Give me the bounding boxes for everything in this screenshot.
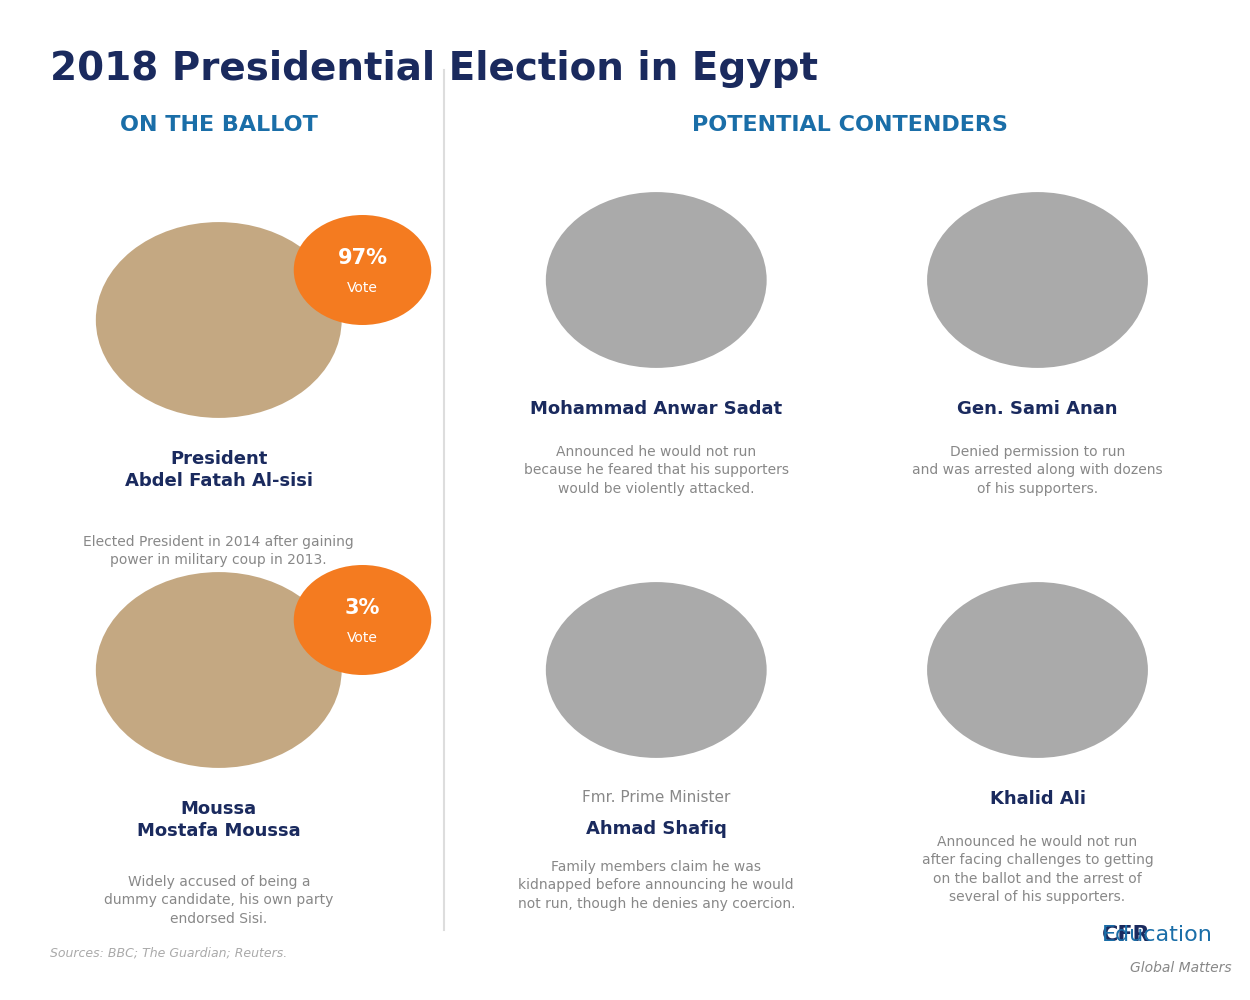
Text: Vote: Vote <box>348 631 378 645</box>
Text: Mohammad Anwar Sadat: Mohammad Anwar Sadat <box>530 400 782 418</box>
Text: Denied permission to run
and was arrested along with dozens
of his supporters.: Denied permission to run and was arreste… <box>912 445 1162 496</box>
Text: Education: Education <box>1101 925 1212 945</box>
Text: Elected President in 2014 after gaining
power in military coup in 2013.: Elected President in 2014 after gaining … <box>84 535 354 567</box>
Text: Vote: Vote <box>348 281 378 295</box>
Circle shape <box>544 580 769 760</box>
Text: Global Matters: Global Matters <box>1130 961 1232 975</box>
Text: Ahmad Shafiq: Ahmad Shafiq <box>586 820 726 838</box>
Circle shape <box>294 215 431 325</box>
Text: Khalid Ali: Khalid Ali <box>990 790 1085 808</box>
Text: Widely accused of being a
dummy candidate, his own party
endorsed Sisi.: Widely accused of being a dummy candidat… <box>104 875 334 926</box>
Text: Gen. Sami Anan: Gen. Sami Anan <box>958 400 1118 418</box>
Text: 3%: 3% <box>345 598 380 618</box>
Circle shape <box>560 204 752 357</box>
Text: Announced he would not run
because he feared that his supporters
would be violen: Announced he would not run because he fe… <box>524 445 789 496</box>
Circle shape <box>925 190 1150 370</box>
Circle shape <box>294 565 431 675</box>
Circle shape <box>560 593 752 746</box>
Circle shape <box>544 190 769 370</box>
Circle shape <box>925 580 1150 760</box>
Circle shape <box>112 235 325 405</box>
Text: 97%: 97% <box>338 248 388 268</box>
Text: CFR: CFR <box>1101 925 1150 945</box>
Text: Sources: BBC; The Guardian; Reuters.: Sources: BBC; The Guardian; Reuters. <box>50 947 288 960</box>
Text: Fmr. Prime Minister: Fmr. Prime Minister <box>582 790 730 805</box>
Text: Family members claim he was
kidnapped before announcing he would
not run, though: Family members claim he was kidnapped be… <box>518 860 795 911</box>
Text: ON THE BALLOT: ON THE BALLOT <box>120 115 318 135</box>
Circle shape <box>112 585 325 755</box>
Circle shape <box>94 220 344 420</box>
Text: Announced he would not run
after facing challenges to getting
on the ballot and : Announced he would not run after facing … <box>921 835 1154 904</box>
Circle shape <box>942 204 1134 357</box>
Text: President
Abdel Fatah Al-sisi: President Abdel Fatah Al-sisi <box>125 450 312 490</box>
Text: 2018 Presidential Election in Egypt: 2018 Presidential Election in Egypt <box>50 50 818 88</box>
Text: Moussa
Mostafa Moussa: Moussa Mostafa Moussa <box>138 800 300 840</box>
Circle shape <box>942 593 1134 746</box>
Text: POTENTIAL CONTENDERS: POTENTIAL CONTENDERS <box>693 115 1008 135</box>
Circle shape <box>94 570 344 770</box>
